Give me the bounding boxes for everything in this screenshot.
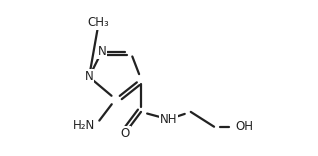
Text: OH: OH: [235, 120, 253, 133]
Text: H₂N: H₂N: [73, 119, 95, 132]
Text: O: O: [121, 127, 130, 140]
Text: N: N: [85, 71, 93, 83]
Text: N: N: [97, 45, 106, 58]
Text: CH₃: CH₃: [88, 16, 109, 29]
Text: NH: NH: [160, 113, 177, 126]
